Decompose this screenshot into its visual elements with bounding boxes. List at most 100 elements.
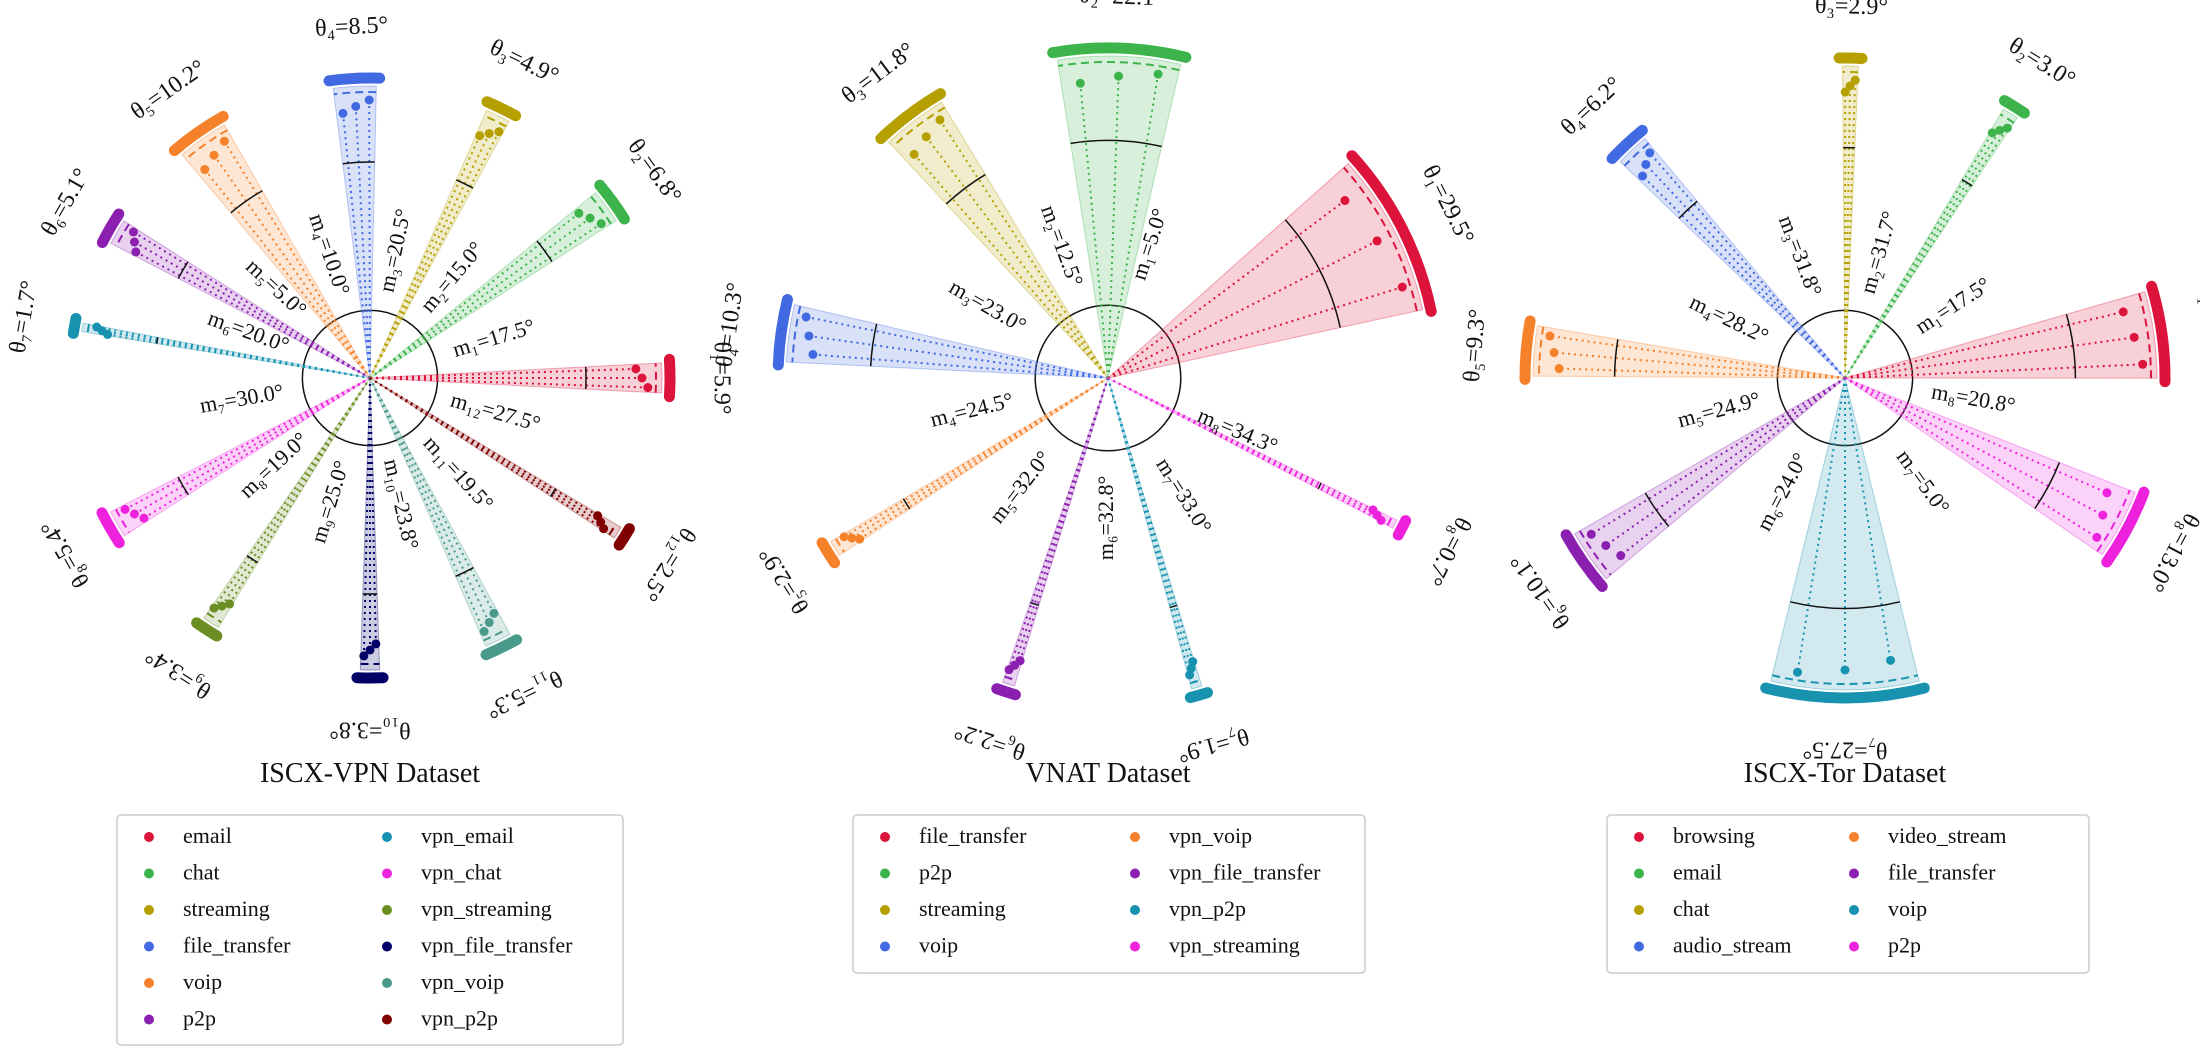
legend-label: vpn_voip	[421, 969, 504, 994]
sample-point	[1340, 196, 1350, 206]
sample-point	[1987, 128, 1997, 138]
sample-ray	[1590, 377, 1846, 536]
sample-point	[2102, 488, 2112, 498]
sample-point	[1372, 236, 1382, 246]
sample-point	[1840, 665, 1850, 675]
legend-marker	[1849, 905, 1859, 915]
sample-ray	[1107, 377, 1194, 662]
theta-angle-arc	[1644, 492, 1670, 527]
sector-inner-arc	[835, 538, 846, 553]
sector-boundary-arc	[67, 312, 82, 339]
sector-wedge	[359, 377, 381, 671]
margin-label: m₁=17.5°	[450, 313, 538, 362]
theta-label: θ₈=5.4°	[36, 516, 95, 592]
sector-wedge	[830, 377, 1109, 557]
sample-ray	[1844, 336, 2135, 379]
sector-boundary-arc	[1519, 315, 1536, 385]
sample-ray	[1554, 351, 1846, 379]
legend-label: streaming	[919, 896, 1006, 921]
legend-item: vpn_voip	[1130, 823, 1252, 848]
sector-wedge	[369, 377, 622, 539]
theta-angle-arc	[455, 566, 474, 577]
sector-boundary-arc	[168, 110, 229, 157]
sector-wedge	[1844, 377, 2136, 556]
sample-point	[643, 383, 653, 393]
sample-ray	[96, 326, 371, 379]
margin-label: m₂=31.7°	[1855, 208, 1902, 296]
legend-label: vpn_file_transfer	[421, 933, 573, 958]
sample-ray	[1844, 377, 2104, 516]
theta-label: θ₈=13.0°	[2142, 509, 2200, 596]
sector-boundary-arc	[1392, 515, 1412, 541]
sample-point	[1545, 331, 1555, 341]
sector-inner-arc	[892, 106, 946, 148]
legend-label: p2p	[183, 1006, 216, 1031]
sample-point	[1015, 656, 1025, 666]
sample-point	[351, 101, 361, 111]
sample-ray	[213, 377, 371, 609]
margin-label: m₈=20.8°	[1930, 379, 2018, 418]
legend-item: email	[144, 823, 232, 848]
sample-point	[1840, 87, 1850, 97]
sample-point	[1075, 78, 1085, 88]
theta-angle-arc	[342, 161, 375, 165]
legend-item: file_transfer	[144, 933, 291, 958]
theta-angle-arc	[246, 554, 259, 564]
margin-label: m₃=31.8°	[1774, 212, 1828, 300]
legend-marker	[1634, 832, 1644, 842]
legend-item: p2p	[880, 860, 952, 885]
sector-boundary-arc	[481, 96, 522, 122]
theta-label: θ₇=27.5°	[1803, 736, 1888, 762]
sample-ray	[1645, 163, 1846, 379]
sample-point	[139, 513, 149, 523]
sample-ray	[341, 113, 371, 379]
sample-point	[585, 213, 595, 223]
sample-ray	[1844, 363, 2143, 379]
sample-point	[217, 601, 227, 611]
sector-wedge	[1770, 377, 1920, 691]
sample-ray	[913, 153, 1109, 379]
sample-point	[1549, 348, 1559, 358]
legend-label: voip	[183, 969, 222, 994]
legend-item: vpn_email	[382, 823, 514, 848]
legend-marker	[880, 832, 890, 842]
sample-point	[2002, 123, 2012, 133]
theta-angle-arc	[177, 261, 189, 279]
sample-ray	[369, 222, 602, 379]
legend-item: vpn_p2p	[382, 1006, 498, 1031]
margin-reference-circle	[1034, 304, 1182, 452]
sector-inner-arc	[1004, 675, 1017, 682]
sample-point	[1188, 657, 1198, 667]
sector-boundary-arc	[480, 634, 523, 661]
theta-label: θ₄=10.3°	[711, 281, 749, 369]
theta-label: θ₁₂=2.5°	[635, 523, 700, 606]
sample-point	[131, 247, 141, 257]
theta-angle-arc	[1070, 139, 1162, 148]
legend-marker	[144, 978, 154, 988]
sector-inner-arc	[185, 129, 228, 160]
legend-item: file_transfer	[1849, 860, 1996, 885]
sample-ray	[1107, 377, 1378, 517]
theta-angle-arc	[869, 323, 878, 367]
legend-label: video_stream	[1888, 823, 2007, 848]
sector-inner-arc	[1999, 113, 2015, 124]
margin-label: m₄=28.2°	[1686, 289, 1773, 349]
sample-point	[2118, 307, 2128, 317]
sector-boundary-arc	[1047, 42, 1192, 63]
theta-label: θ₁=29.5°	[1417, 161, 1479, 249]
legend-label: chat	[1673, 896, 1710, 921]
theta-label: θ₆=2.2°	[951, 717, 1028, 764]
sample-ray	[107, 333, 371, 379]
legend-frame	[1606, 814, 2090, 974]
sector-boundary-arc	[816, 537, 841, 569]
legend-marker	[1634, 905, 1644, 915]
sample-point	[1601, 540, 1611, 550]
sample-point	[839, 532, 849, 542]
sample-ray	[124, 377, 371, 511]
theta-label: θ₅=2.9°	[754, 542, 815, 618]
theta-angle-arc	[1317, 482, 1322, 490]
sample-point	[2098, 510, 2108, 520]
theta-angle-arc	[1790, 601, 1900, 610]
legend-marker	[1130, 941, 1140, 952]
